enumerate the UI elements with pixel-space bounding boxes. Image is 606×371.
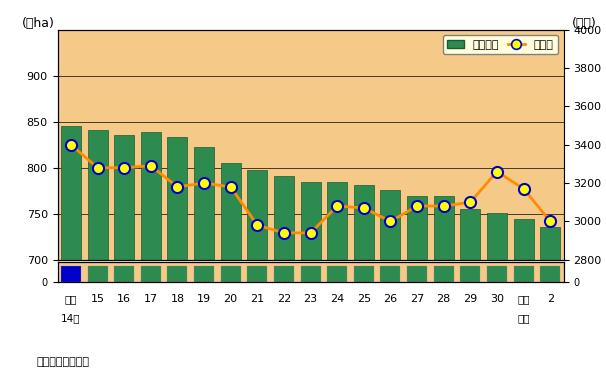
Text: 25: 25 bbox=[357, 294, 371, 304]
Bar bbox=[381, 266, 401, 282]
Text: 27: 27 bbox=[410, 294, 424, 304]
Text: 17: 17 bbox=[144, 294, 158, 304]
Bar bbox=[274, 266, 294, 282]
Text: 元年: 元年 bbox=[518, 313, 530, 323]
Bar bbox=[327, 183, 347, 371]
Bar bbox=[354, 185, 374, 371]
Bar bbox=[61, 126, 81, 371]
Bar bbox=[114, 266, 134, 282]
Bar bbox=[247, 266, 267, 282]
Bar bbox=[541, 266, 561, 282]
Bar bbox=[167, 137, 187, 371]
Bar bbox=[461, 209, 481, 371]
Text: (億円): (億円) bbox=[571, 17, 596, 30]
Bar bbox=[87, 266, 107, 282]
Text: 令和: 令和 bbox=[518, 294, 530, 304]
Bar bbox=[514, 219, 534, 371]
Bar bbox=[407, 266, 427, 282]
Bar bbox=[274, 176, 294, 371]
Text: 16: 16 bbox=[117, 294, 131, 304]
Bar bbox=[87, 130, 107, 371]
Bar bbox=[514, 266, 534, 282]
Bar bbox=[114, 135, 134, 371]
Text: 18: 18 bbox=[170, 294, 184, 304]
Bar bbox=[141, 266, 161, 282]
Text: 29: 29 bbox=[463, 294, 478, 304]
Text: 19: 19 bbox=[197, 294, 211, 304]
Bar bbox=[221, 163, 241, 371]
Bar bbox=[434, 266, 454, 282]
Bar bbox=[327, 266, 347, 282]
Text: 21: 21 bbox=[250, 294, 264, 304]
Bar bbox=[167, 266, 187, 282]
Text: 15: 15 bbox=[90, 294, 104, 304]
Text: 20: 20 bbox=[224, 294, 238, 304]
Bar bbox=[407, 196, 427, 371]
Text: 30: 30 bbox=[490, 294, 504, 304]
Bar bbox=[194, 147, 214, 371]
Text: 14年: 14年 bbox=[61, 313, 81, 323]
Bar bbox=[61, 266, 81, 282]
Bar bbox=[461, 266, 481, 282]
Bar bbox=[247, 170, 267, 371]
Bar bbox=[487, 213, 507, 371]
Bar bbox=[487, 266, 507, 282]
Text: 24: 24 bbox=[330, 294, 344, 304]
Text: 2: 2 bbox=[547, 294, 554, 304]
Text: (百ha): (百ha) bbox=[22, 17, 55, 30]
Legend: 耕地面積, 産出額: 耕地面積, 産出額 bbox=[443, 35, 558, 54]
Text: 平成: 平成 bbox=[65, 294, 77, 304]
Bar bbox=[221, 266, 241, 282]
Bar bbox=[354, 266, 374, 282]
Bar bbox=[541, 227, 561, 371]
Bar bbox=[194, 266, 214, 282]
Bar bbox=[301, 266, 321, 282]
Bar bbox=[141, 132, 161, 371]
Text: 資料　東海農政局: 資料 東海農政局 bbox=[36, 357, 89, 367]
Bar bbox=[301, 183, 321, 371]
Text: 22: 22 bbox=[277, 294, 291, 304]
Text: 23: 23 bbox=[304, 294, 318, 304]
Text: 26: 26 bbox=[384, 294, 398, 304]
Bar bbox=[381, 190, 401, 371]
Bar bbox=[434, 196, 454, 371]
Text: 28: 28 bbox=[436, 294, 451, 304]
